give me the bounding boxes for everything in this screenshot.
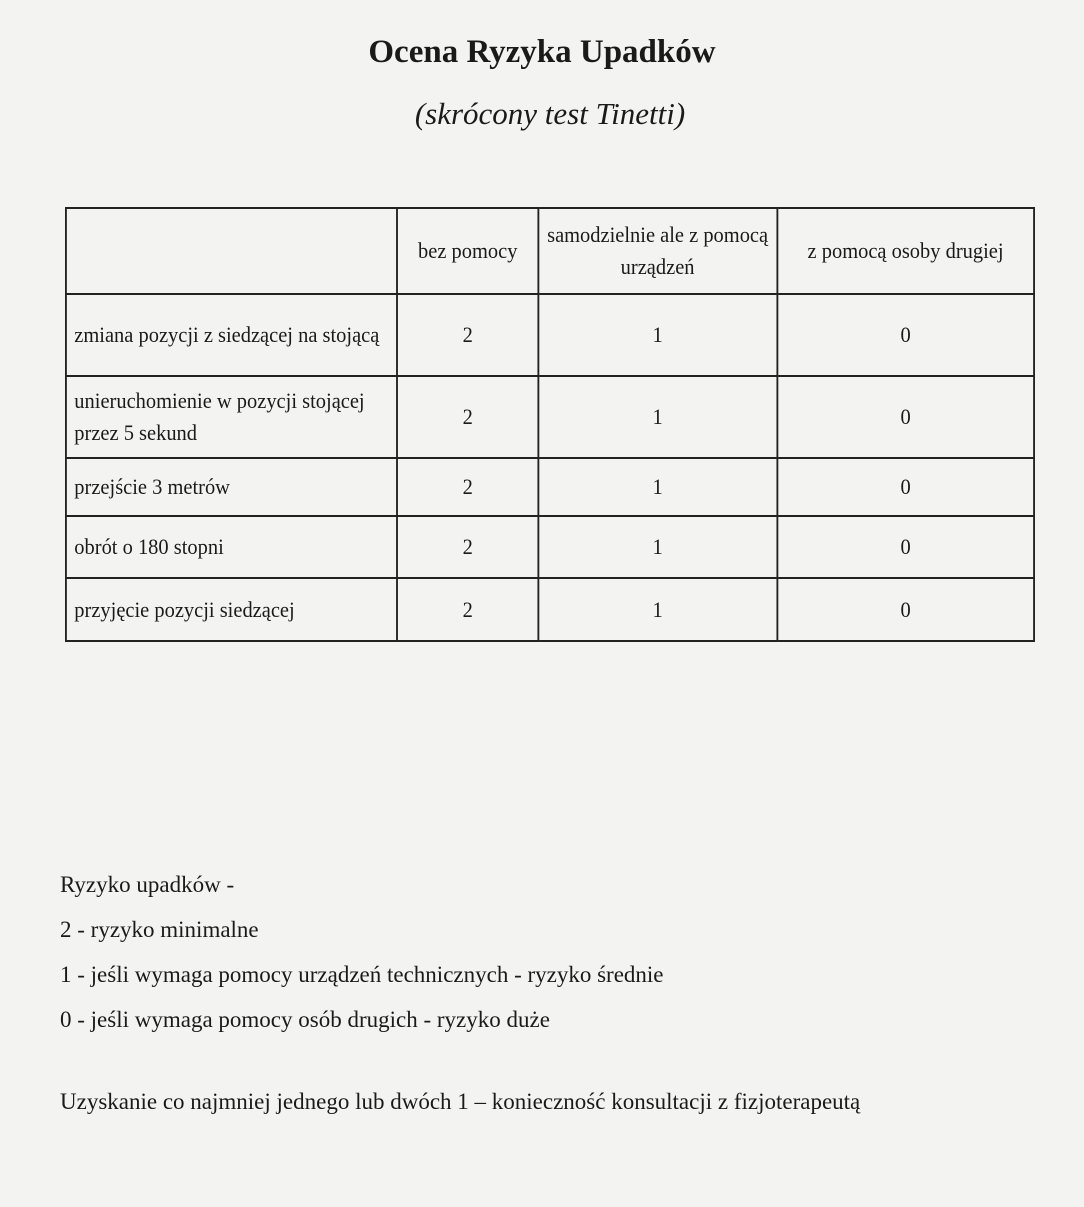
legend-heading: Ryzyko upadków - <box>60 872 235 897</box>
row-label: obrót o 180 stopni <box>64 515 399 579</box>
header-pomoc-osoby: z pomocą osoby drugiej <box>776 207 1035 295</box>
score-osoba: 0 <box>776 293 1035 377</box>
tinetti-table: bez pomocy samodzielnie ale z pomocą urz… <box>64 207 1035 642</box>
header-empty <box>64 207 399 295</box>
score-bez: 2 <box>396 457 540 517</box>
score-osoba: 0 <box>776 375 1035 459</box>
row-label: unieruchomienie w pozycji stojącej przez… <box>64 375 399 459</box>
document-subtitle: (skrócony test Tinetti) <box>414 96 686 131</box>
score-urz: 1 <box>537 577 778 642</box>
score-bez: 2 <box>396 375 540 459</box>
legend-item: 2 - ryzyko minimalne <box>60 917 259 942</box>
score-urz: 1 <box>537 457 778 517</box>
score-osoba: 0 <box>776 457 1035 517</box>
score-urz: 1 <box>537 293 778 377</box>
header-pomoc-urzadzen: samodzielnie ale z pomocą urządzeń <box>537 207 778 295</box>
score-bez: 2 <box>396 515 540 579</box>
row-label: przejście 3 metrów <box>64 457 399 517</box>
score-urz: 1 <box>537 515 778 579</box>
score-urz: 1 <box>537 375 778 459</box>
score-osoba: 0 <box>776 577 1035 642</box>
table-row: przejście 3 metrów 2 1 0 <box>64 457 1035 517</box>
legend-item: 0 - jeśli wymaga pomocy osób drugich - r… <box>60 1007 550 1032</box>
score-osoba: 0 <box>776 515 1035 579</box>
table-header-row: bez pomocy samodzielnie ale z pomocą urz… <box>64 207 1035 295</box>
table-row: obrót o 180 stopni 2 1 0 <box>64 515 1035 579</box>
header-bez-pomocy: bez pomocy <box>396 207 540 295</box>
row-label: przyjęcie pozycji siedzącej <box>64 577 399 642</box>
score-bez: 2 <box>396 293 540 377</box>
row-label: zmiana pozycji z siedzącej na stojącą <box>64 293 399 377</box>
table-row: zmiana pozycji z siedzącej na stojącą 2 … <box>64 293 1035 377</box>
score-bez: 2 <box>396 577 540 642</box>
legend-item: 1 - jeśli wymaga pomocy urządzeń technic… <box>60 962 664 987</box>
document-title: Ocena Ryzyka Upadków <box>368 34 716 70</box>
consultation-note: Uzyskanie co najmniej jednego lub dwóch … <box>60 1089 861 1114</box>
table-row: przyjęcie pozycji siedzącej 2 1 0 <box>64 577 1035 642</box>
table-row: unieruchomienie w pozycji stojącej przez… <box>64 375 1035 459</box>
risk-legend: Ryzyko upadków - 2 - ryzyko minimalne 1 … <box>60 862 664 1042</box>
